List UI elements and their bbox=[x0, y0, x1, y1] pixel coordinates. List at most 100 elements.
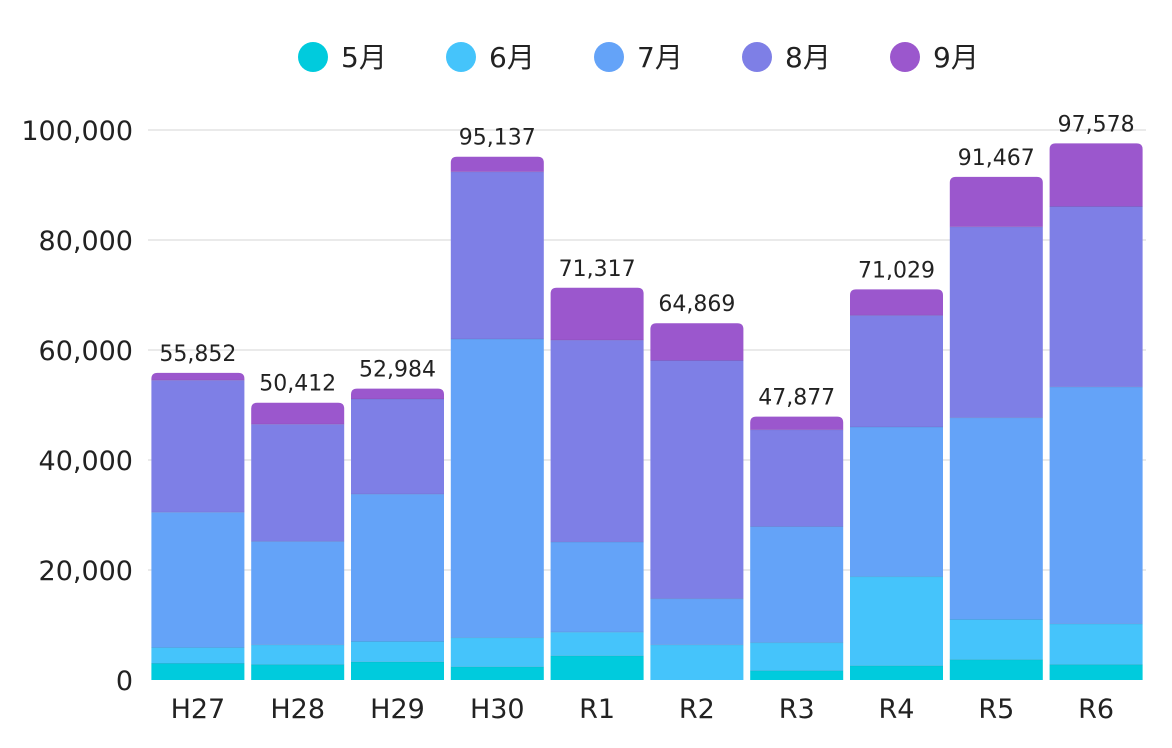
legend-item: 9月 bbox=[890, 41, 979, 74]
bar-segment bbox=[450, 339, 544, 638]
bars bbox=[151, 143, 1143, 680]
legend-swatch bbox=[742, 42, 772, 72]
bar-segment bbox=[850, 576, 943, 666]
y-tick-label: 40,000 bbox=[39, 446, 133, 477]
bar-segment bbox=[850, 665, 943, 680]
bar-segment bbox=[251, 402, 345, 425]
bar-segment bbox=[750, 416, 844, 430]
bar-segment bbox=[550, 340, 644, 542]
bar-segment bbox=[151, 380, 245, 513]
bar-segment bbox=[251, 541, 345, 645]
legend-label: 9月 bbox=[933, 41, 979, 74]
x-tick-label: H28 bbox=[270, 694, 325, 725]
bar-segment bbox=[949, 176, 1043, 227]
legend-label: 6月 bbox=[489, 41, 535, 74]
bar-segment bbox=[450, 666, 544, 680]
bar-segment bbox=[351, 641, 444, 662]
legend-label: 8月 bbox=[785, 41, 831, 74]
x-tick-label: H27 bbox=[171, 694, 226, 725]
bar-segment bbox=[151, 663, 245, 680]
legend-item: 6月 bbox=[446, 41, 535, 74]
bar-group bbox=[1049, 143, 1143, 680]
bar-segment bbox=[949, 226, 1043, 418]
x-tick-label: R6 bbox=[1078, 694, 1114, 725]
bar-segment bbox=[750, 526, 844, 643]
x-tick-label: R2 bbox=[679, 694, 715, 725]
total-label: 95,137 bbox=[459, 126, 536, 151]
bar-segment bbox=[949, 659, 1043, 680]
y-tick-label: 80,000 bbox=[39, 226, 133, 257]
bar-segment bbox=[450, 637, 544, 667]
total-label: 55,852 bbox=[159, 342, 236, 367]
total-label: 47,877 bbox=[758, 386, 835, 411]
total-label: 52,984 bbox=[359, 358, 436, 383]
bar-segment bbox=[550, 541, 644, 633]
legend-item: 5月 bbox=[298, 41, 387, 74]
legend-label: 5月 bbox=[341, 41, 387, 74]
legend-swatch bbox=[890, 42, 920, 72]
legend-label: 7月 bbox=[637, 41, 683, 74]
total-label: 71,317 bbox=[559, 257, 636, 282]
x-tick-label: R5 bbox=[978, 694, 1014, 725]
bar-segment bbox=[850, 289, 943, 316]
total-label: 71,029 bbox=[858, 258, 935, 283]
bar-segment bbox=[351, 398, 444, 495]
bar-group bbox=[650, 323, 744, 680]
x-tick-label: H30 bbox=[470, 694, 525, 725]
legend-item: 7月 bbox=[594, 41, 683, 74]
bar-segment bbox=[750, 429, 844, 527]
bar-segment bbox=[550, 632, 644, 656]
bar-segment bbox=[949, 417, 1043, 620]
bar-segment bbox=[450, 171, 544, 339]
bar-group bbox=[151, 372, 245, 680]
bar-segment bbox=[750, 642, 844, 671]
y-axis-ticks: 0 20,000 40,000 60,000 80,000 100,000 bbox=[21, 116, 133, 697]
bar-segment bbox=[450, 156, 544, 172]
bar-segment bbox=[251, 644, 345, 665]
bar-group bbox=[949, 176, 1043, 680]
bar-segment bbox=[750, 670, 844, 680]
y-tick-label: 60,000 bbox=[39, 336, 133, 367]
legend-swatch bbox=[446, 42, 476, 72]
x-tick-label: R4 bbox=[879, 694, 915, 725]
bar-segment bbox=[650, 598, 744, 645]
y-tick-label: 100,000 bbox=[21, 116, 133, 147]
x-tick-label: R3 bbox=[779, 694, 815, 725]
legend-swatch bbox=[594, 42, 624, 72]
bar-segment bbox=[151, 512, 245, 648]
bar-segment bbox=[949, 619, 1043, 660]
bar-segment bbox=[251, 424, 345, 542]
bar-segment bbox=[351, 388, 444, 399]
bar-group bbox=[850, 289, 943, 680]
bar-group bbox=[450, 156, 544, 680]
total-label: 50,412 bbox=[259, 372, 336, 397]
legend: 5月 6月 7月 8月 9月 bbox=[298, 41, 979, 74]
bar-segment bbox=[850, 315, 943, 427]
bar-group bbox=[750, 416, 844, 680]
bar-segment bbox=[151, 647, 245, 664]
y-tick-label: 20,000 bbox=[39, 556, 133, 587]
bar-segment bbox=[351, 661, 444, 680]
y-tick-label: 0 bbox=[116, 666, 133, 697]
bar-group bbox=[351, 388, 444, 680]
x-axis-ticks: H27 H28 H29 H30 R1 R2 R3 R4 R5 R6 bbox=[171, 694, 1115, 725]
bar-segment bbox=[1049, 206, 1143, 387]
legend-swatch bbox=[298, 42, 328, 72]
total-labels: 55,852 50,412 52,984 95,137 71,317 64,869 47,8… bbox=[159, 112, 1134, 410]
total-label: 64,869 bbox=[658, 292, 735, 317]
bar-segment bbox=[1049, 386, 1143, 624]
bar-segment bbox=[1049, 623, 1143, 665]
bar-segment bbox=[1049, 664, 1143, 680]
bar-segment bbox=[650, 323, 744, 361]
bar-group bbox=[550, 287, 644, 680]
total-label: 97,578 bbox=[1058, 112, 1135, 137]
bar-segment bbox=[850, 427, 943, 577]
bar-segment bbox=[650, 644, 744, 680]
bar-segment bbox=[650, 360, 744, 599]
bar-segment bbox=[351, 494, 444, 642]
x-tick-label: R1 bbox=[579, 694, 615, 725]
bar-segment bbox=[550, 655, 644, 680]
bar-segment bbox=[151, 372, 245, 381]
